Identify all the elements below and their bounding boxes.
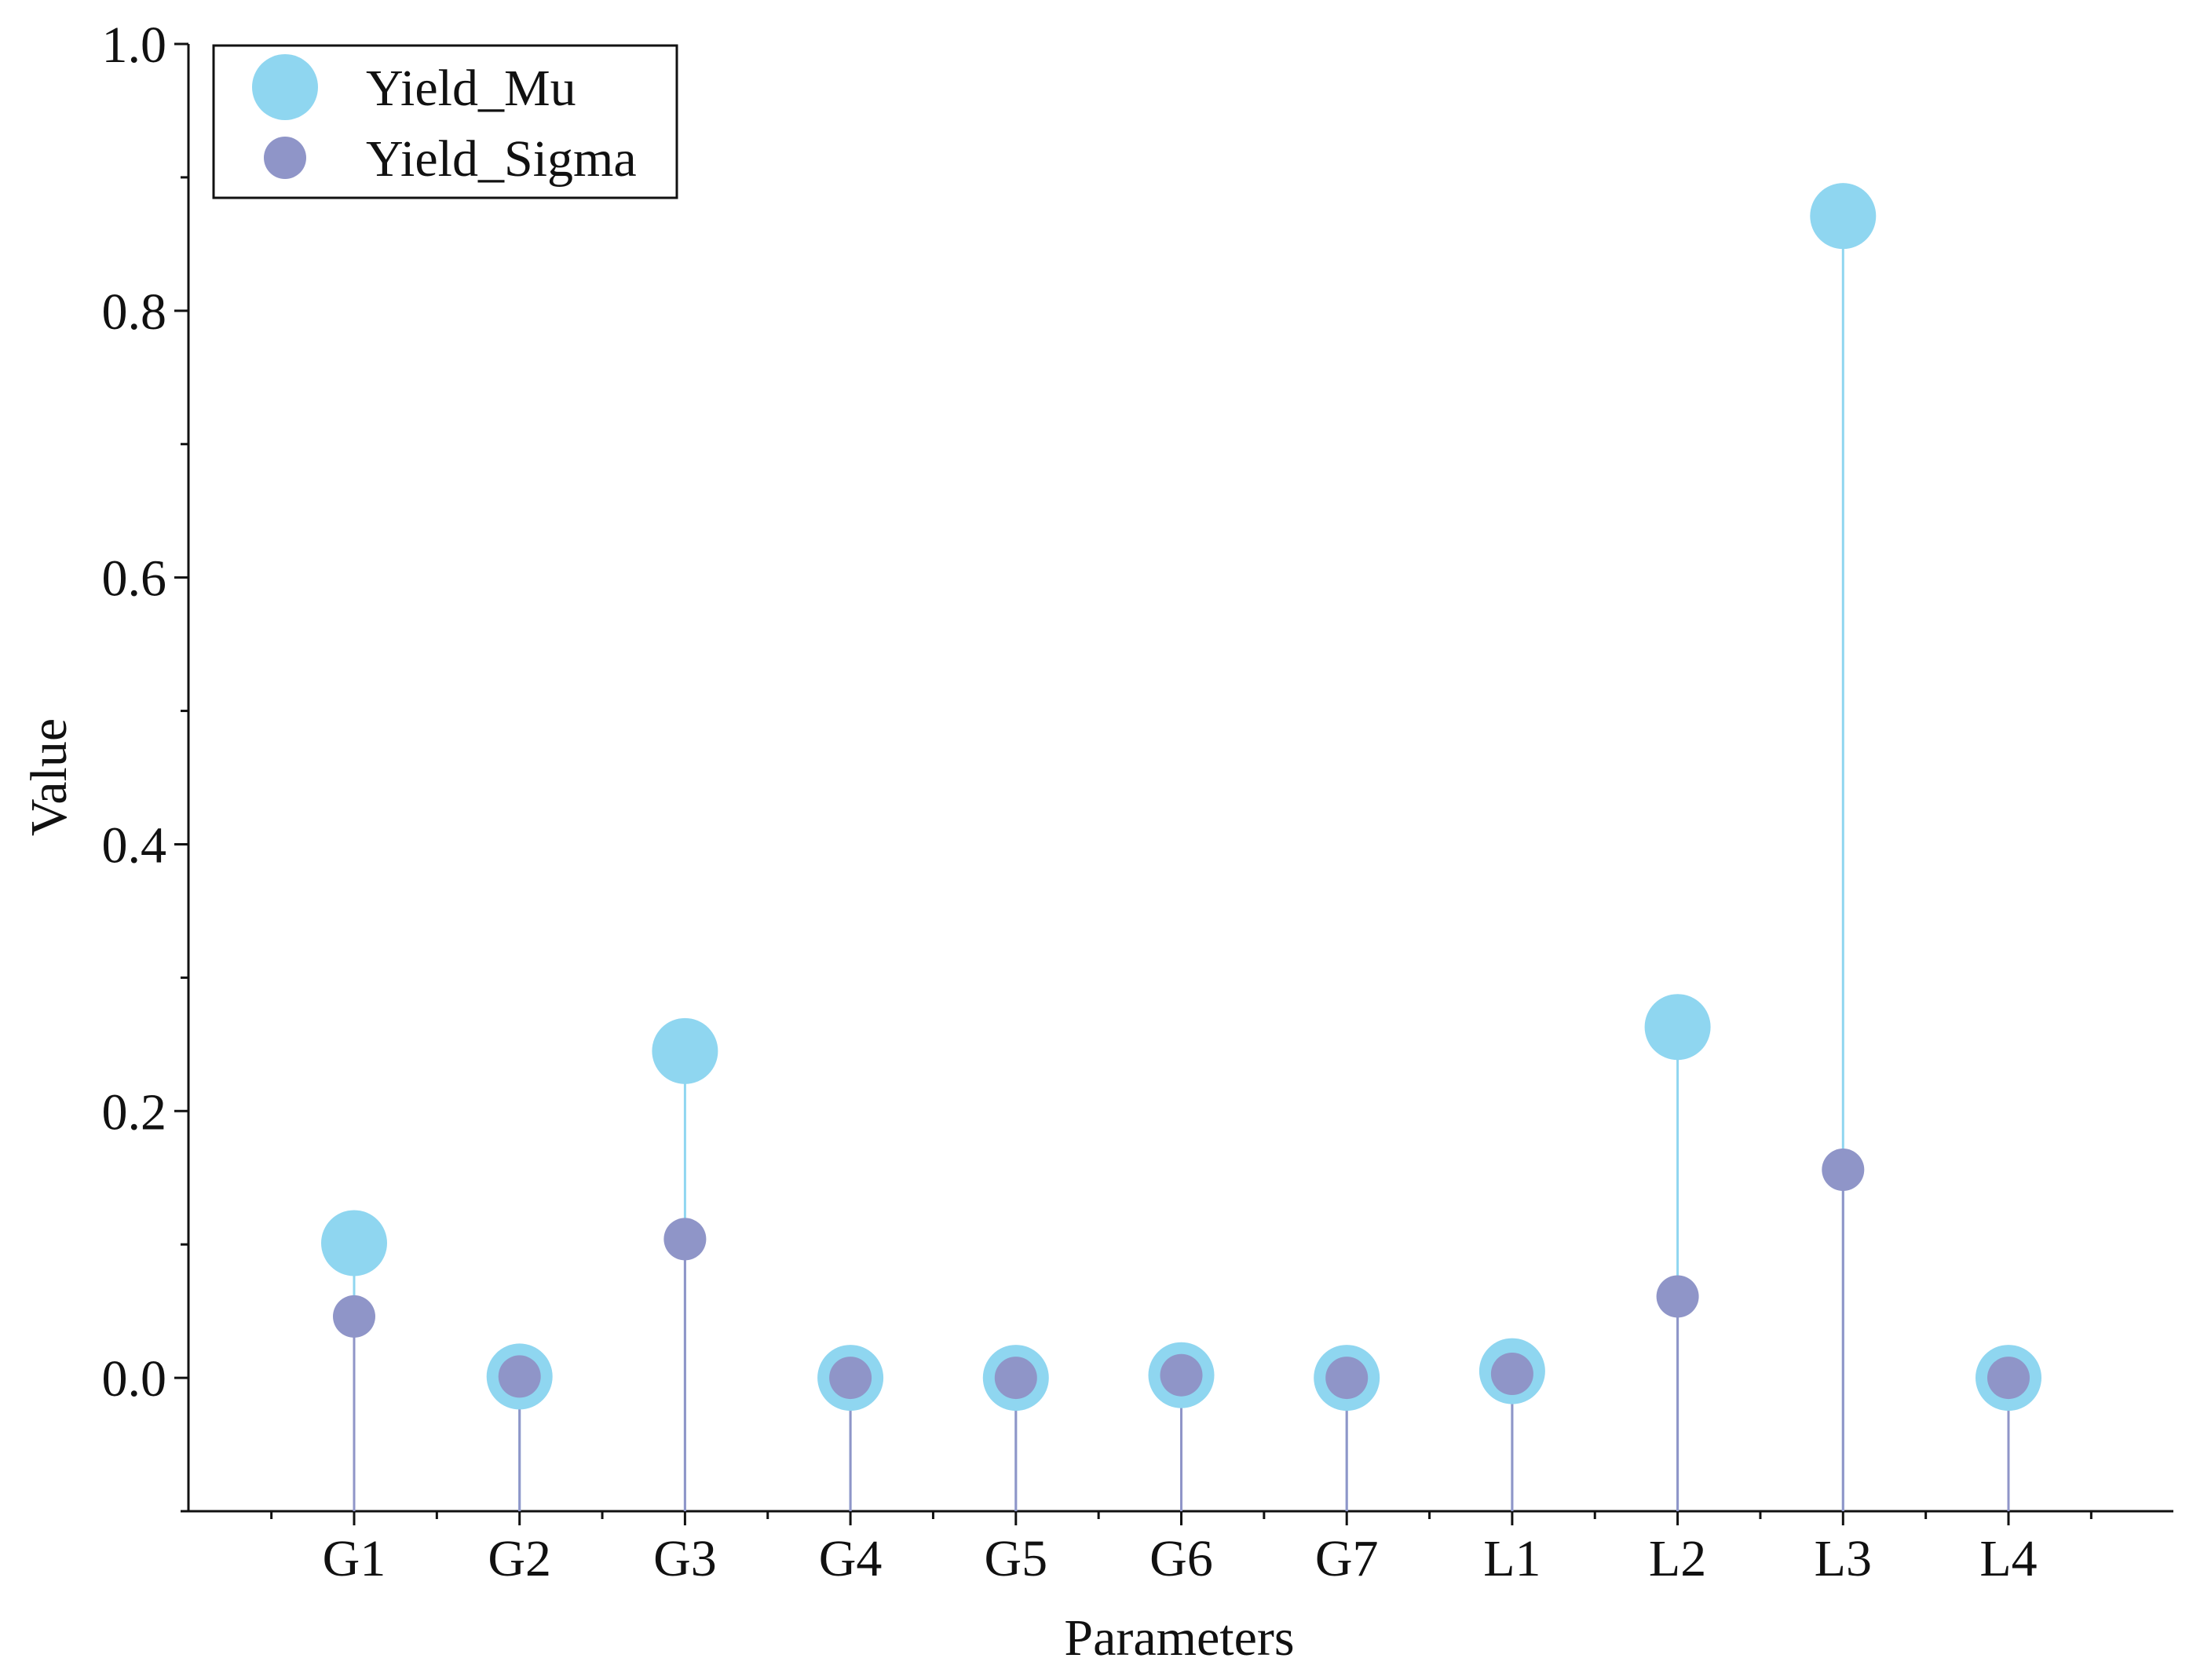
- point-yield-sigma-l3: [1822, 1149, 1865, 1192]
- point-yield-sigma-l4: [1987, 1357, 2030, 1400]
- point-yield-mu-l2: [1644, 994, 1711, 1061]
- x-tick-label-g7: G7: [1315, 1530, 1379, 1587]
- point-yield-sigma-g4: [829, 1357, 872, 1400]
- legend-label-yield-sigma: Yield_Sigma: [366, 130, 637, 188]
- x-tick-label-g1: G1: [323, 1530, 386, 1587]
- x-axis-title: Parameters: [1064, 1609, 1294, 1667]
- y-axis-title: Value: [20, 718, 78, 836]
- y-tick-label: 0.6: [102, 550, 167, 608]
- point-yield-sigma-g1: [333, 1295, 375, 1338]
- x-tick-label-l3: L3: [1815, 1530, 1872, 1587]
- x-tick-label-g2: G2: [488, 1530, 551, 1587]
- point-yield-sigma-g2: [498, 1355, 541, 1398]
- stems: [353, 216, 2010, 1511]
- point-yield-mu-g1: [321, 1210, 387, 1276]
- markers: [321, 183, 2041, 1412]
- point-yield-sigma-g5: [994, 1357, 1037, 1400]
- point-yield-mu-g3: [652, 1017, 718, 1084]
- x-tick-label-g4: G4: [819, 1530, 883, 1587]
- y-tick-label: 0.4: [102, 816, 167, 874]
- point-yield-sigma-g3: [663, 1218, 707, 1261]
- legend-label-yield-mu: Yield_Mu: [366, 60, 576, 117]
- x-tick-label-g3: G3: [653, 1530, 717, 1587]
- y-tick-label: 0.2: [102, 1083, 167, 1141]
- point-yield-sigma-l1: [1490, 1352, 1533, 1395]
- x-tick-label-g5: G5: [984, 1530, 1047, 1587]
- y-tick-label: 0.8: [102, 283, 167, 341]
- legend-marker-yield-mu: [252, 54, 318, 120]
- y-tick-label: 1.0: [102, 16, 167, 74]
- legend: Yield_Mu Yield_Sigma: [212, 44, 678, 199]
- legend-marker-yield-sigma: [264, 137, 306, 179]
- point-yield-sigma-g6: [1160, 1353, 1203, 1397]
- x-tick-label-g6: G6: [1149, 1530, 1213, 1587]
- x-tick-label-l2: L2: [1649, 1530, 1706, 1587]
- tick-labels: 0.0 0.2 0.4 0.6 0.8 1.0 G1 G2 G3 G4 G5 G6 G7 L1 L2 L3 L4: [102, 16, 2038, 1587]
- x-tick-label-l4: L4: [1979, 1530, 2037, 1587]
- x-tick-label-l1: L1: [1483, 1530, 1541, 1587]
- axes: [174, 42, 2173, 1525]
- point-yield-sigma-l2: [1656, 1275, 1699, 1318]
- point-yield-sigma-g7: [1325, 1357, 1369, 1400]
- point-yield-mu-l3: [1810, 183, 1877, 250]
- y-tick-label: 0.0: [102, 1350, 167, 1408]
